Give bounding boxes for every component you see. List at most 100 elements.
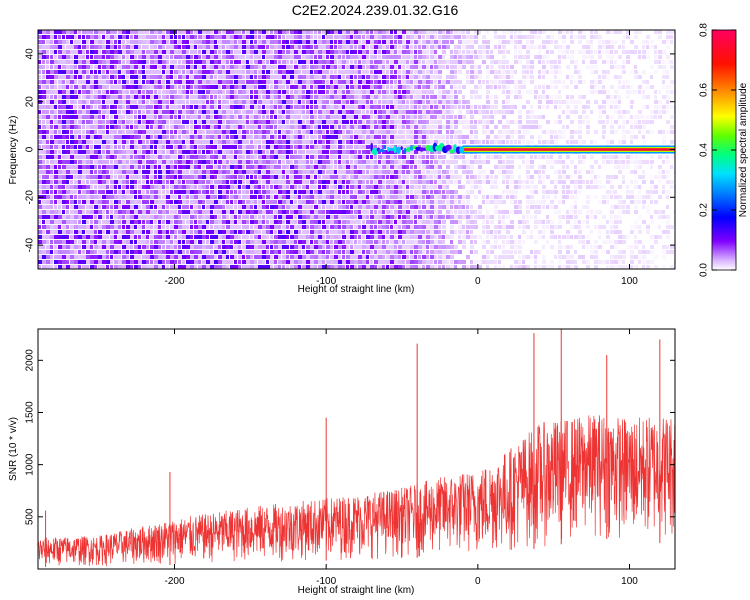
heatmap-cell bbox=[278, 80, 282, 84]
heatmap-cell bbox=[418, 65, 422, 69]
heatmap-cell bbox=[90, 265, 94, 269]
heatmap-cell bbox=[318, 200, 322, 204]
heatmap-cell bbox=[254, 225, 258, 229]
heatmap-cell bbox=[382, 75, 386, 79]
heatmap-cell bbox=[338, 75, 341, 79]
heatmap-cell bbox=[42, 245, 45, 249]
heatmap-cell bbox=[170, 235, 173, 239]
heatmap-cell bbox=[126, 55, 129, 59]
heatmap-cell bbox=[130, 190, 134, 194]
heatmap-cell bbox=[218, 120, 222, 124]
heatmap-cell bbox=[290, 225, 294, 229]
heatmap-cell bbox=[366, 170, 369, 174]
heatmap-cell bbox=[322, 170, 325, 174]
heatmap-cell bbox=[74, 255, 78, 259]
heatmap-cell bbox=[394, 85, 398, 89]
heatmap-cell bbox=[86, 160, 90, 164]
heatmap-cell bbox=[258, 30, 262, 34]
heatmap-cell bbox=[270, 85, 273, 89]
heatmap-cell bbox=[182, 210, 186, 214]
heatmap-cell bbox=[226, 40, 230, 44]
heatmap-cell bbox=[98, 140, 102, 144]
heatmap-cell bbox=[454, 155, 458, 159]
heatmap-cell bbox=[406, 155, 409, 159]
heatmap-cell bbox=[306, 50, 310, 54]
heatmap-cell bbox=[158, 180, 162, 184]
heatmap-cell bbox=[58, 200, 62, 204]
heatmap-cell bbox=[446, 35, 450, 39]
heatmap-cell bbox=[158, 65, 162, 69]
heatmap-cell bbox=[290, 255, 294, 259]
heatmap-cell bbox=[174, 225, 178, 229]
heatmap-cell bbox=[418, 75, 421, 79]
heatmap-cell bbox=[254, 245, 258, 249]
heatmap-cell bbox=[66, 250, 70, 254]
heatmap-cell bbox=[306, 165, 310, 169]
heatmap-cell bbox=[178, 240, 181, 244]
heatmap-cell bbox=[206, 60, 210, 64]
heatmap-cell bbox=[166, 265, 169, 269]
heatmap-cell bbox=[334, 60, 337, 64]
heatmap-cell bbox=[250, 105, 254, 109]
heatmap-cell bbox=[402, 110, 406, 114]
heatmap-cell bbox=[126, 40, 130, 44]
heatmap-cell bbox=[162, 265, 165, 269]
heatmap-cell bbox=[382, 200, 386, 204]
heatmap-cell bbox=[398, 200, 402, 204]
heatmap-cell bbox=[330, 90, 334, 94]
heatmap-cell bbox=[142, 190, 145, 194]
heatmap-cell bbox=[118, 185, 121, 189]
heatmap-cell bbox=[58, 150, 61, 154]
heatmap-cell bbox=[86, 200, 90, 204]
heatmap-cell bbox=[194, 200, 198, 204]
heatmap-cell bbox=[422, 190, 426, 194]
heatmap-cell bbox=[318, 100, 322, 104]
heatmap-cell bbox=[338, 255, 341, 259]
heatmap-cell bbox=[370, 105, 374, 109]
heatmap-cell bbox=[210, 250, 213, 254]
heatmap-cell bbox=[434, 245, 438, 249]
heatmap-cell bbox=[370, 110, 373, 114]
heatmap-cell bbox=[438, 165, 442, 169]
heatmap-cell bbox=[110, 50, 114, 54]
heatmap-cell bbox=[58, 145, 62, 149]
heatmap-cell bbox=[286, 70, 290, 74]
heatmap-cell bbox=[422, 120, 426, 124]
heatmap-cell bbox=[42, 200, 46, 204]
heatmap-cell bbox=[130, 35, 133, 39]
heatmap-cell bbox=[450, 55, 454, 59]
heatmap-cell bbox=[90, 245, 93, 249]
heatmap-cell bbox=[146, 30, 149, 34]
heatmap-cell bbox=[322, 110, 326, 114]
heatmap-cell bbox=[414, 190, 418, 194]
heatmap-cell bbox=[446, 90, 450, 94]
heatmap-cell bbox=[382, 135, 386, 139]
heatmap-cell bbox=[262, 180, 266, 184]
heatmap-cell bbox=[146, 190, 149, 194]
heatmap-cell bbox=[450, 230, 454, 234]
heatmap-cell bbox=[338, 125, 341, 129]
heatmap-cell bbox=[270, 160, 274, 164]
heatmap-cell bbox=[314, 190, 318, 194]
heatmap-cell bbox=[190, 130, 193, 134]
heatmap-cell bbox=[198, 180, 202, 184]
heatmap-cell bbox=[58, 225, 61, 229]
heatmap-cell bbox=[134, 210, 138, 214]
heatmap-cell bbox=[438, 95, 442, 99]
heatmap-cell bbox=[358, 90, 362, 94]
heatmap-cell bbox=[262, 50, 266, 54]
heatmap-cell bbox=[238, 175, 242, 179]
heatmap-cell bbox=[410, 260, 414, 264]
heatmap-cell bbox=[378, 135, 381, 139]
heatmap-cell bbox=[318, 195, 322, 199]
heatmap-cell bbox=[426, 35, 430, 39]
heatmap-cell bbox=[330, 130, 334, 134]
heatmap-cell bbox=[398, 45, 401, 49]
heatmap-cell bbox=[406, 220, 410, 224]
heatmap-cell bbox=[58, 160, 62, 164]
heatmap-cell bbox=[222, 155, 226, 159]
heatmap-cell bbox=[126, 65, 130, 69]
heatmap-cell bbox=[330, 120, 334, 124]
heatmap-cell bbox=[150, 105, 153, 109]
heatmap-cell bbox=[106, 230, 110, 234]
